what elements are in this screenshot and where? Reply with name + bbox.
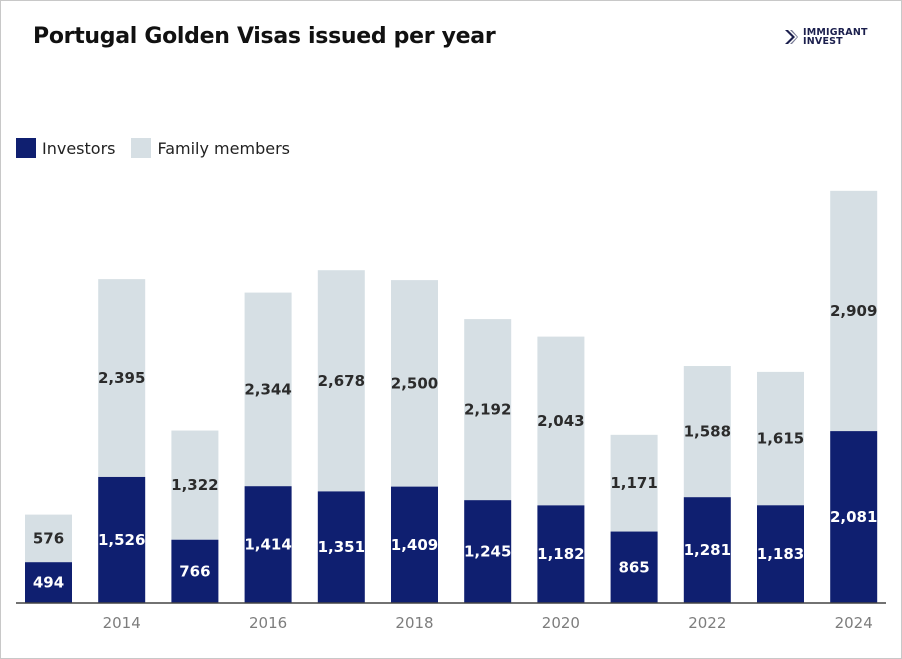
bar-investors-2022 (683, 497, 731, 603)
x-tick-label-2018: 2018 (395, 614, 433, 632)
logo-text: IMMIGRANT INVEST (803, 27, 868, 47)
label-investors-2018: 1,409 (391, 536, 438, 554)
bar-family-2020 (537, 336, 585, 506)
label-investors-2016: 1,414 (244, 536, 291, 554)
bar-investors-2015 (171, 539, 219, 603)
label-investors-2017: 1,351 (318, 538, 365, 556)
x-tick-label-2020: 2020 (542, 614, 580, 632)
bar-investors-2013 (25, 562, 72, 603)
label-family-2018: 2,500 (391, 374, 438, 392)
bar-investors-2019 (464, 500, 512, 603)
bar-family-2015 (171, 430, 219, 540)
bar-family-2022 (683, 366, 731, 498)
legend-label-family: Family members (157, 138, 290, 158)
bar-investors-2023 (757, 505, 804, 603)
legend-swatch-investors (16, 138, 36, 158)
bar-investors-2014 (98, 476, 146, 603)
logo: IMMIGRANT INVEST (784, 28, 868, 46)
bar-family-2024 (830, 190, 878, 432)
label-family-2013: 576 (33, 529, 64, 547)
x-tick-label-2022: 2022 (688, 614, 726, 632)
legend: Investors Family members (16, 138, 306, 158)
x-tick-label-2024: 2024 (835, 614, 873, 632)
bar-family-2017 (317, 270, 365, 492)
bar-family-2014 (98, 279, 146, 477)
bar-family-2016 (244, 292, 292, 487)
label-family-2017: 2,678 (318, 372, 365, 390)
label-family-2021: 1,171 (610, 474, 657, 492)
x-tick-label-2014: 2014 (103, 614, 141, 632)
label-investors-2024: 2,081 (830, 508, 877, 526)
label-investors-2020: 1,182 (537, 545, 584, 563)
bar-investors-2021 (610, 531, 658, 603)
legend-label-investors: Investors (42, 138, 116, 158)
label-investors-2013: 494 (33, 574, 64, 592)
bar-family-2013 (25, 514, 72, 563)
bar-investors-2024 (830, 431, 878, 603)
bar-investors-2020 (537, 505, 585, 603)
label-investors-2015: 766 (179, 562, 210, 580)
chevron-arrow-icon (785, 30, 798, 44)
bar-investors-2016 (244, 486, 292, 603)
label-investors-2023: 1,183 (757, 545, 804, 563)
label-investors-2014: 1,526 (98, 531, 145, 549)
label-family-2016: 2,344 (244, 380, 291, 398)
legend-item-family[interactable]: Family members (131, 138, 290, 158)
legend-item-investors[interactable]: Investors (16, 138, 115, 158)
x-tick-label-2016: 2016 (249, 614, 287, 632)
logo-line-2: INVEST (803, 36, 843, 47)
label-family-2022: 1,588 (684, 423, 731, 441)
label-family-2019: 2,192 (464, 401, 511, 419)
bar-family-2018 (391, 280, 438, 487)
logo-line-1: IMMIGRANT (803, 27, 868, 38)
bar-family-2019 (464, 319, 512, 501)
label-investors-2021: 865 (618, 558, 649, 576)
bar-family-2023 (757, 371, 804, 506)
label-family-2024: 2,909 (830, 302, 877, 320)
label-family-2020: 2,043 (537, 412, 584, 430)
label-family-2023: 1,615 (757, 430, 804, 448)
label-investors-2022: 1,281 (684, 541, 731, 559)
chart-title: Portugal Golden Visas issued per year (33, 24, 496, 49)
bar-investors-2018 (391, 486, 438, 603)
bar-family-2021 (610, 434, 658, 532)
label-investors-2019: 1,245 (464, 543, 511, 561)
bar-investors-2017 (317, 491, 365, 603)
label-family-2014: 2,395 (98, 369, 145, 387)
legend-swatch-family (131, 138, 152, 158)
label-family-2015: 1,322 (171, 476, 218, 494)
